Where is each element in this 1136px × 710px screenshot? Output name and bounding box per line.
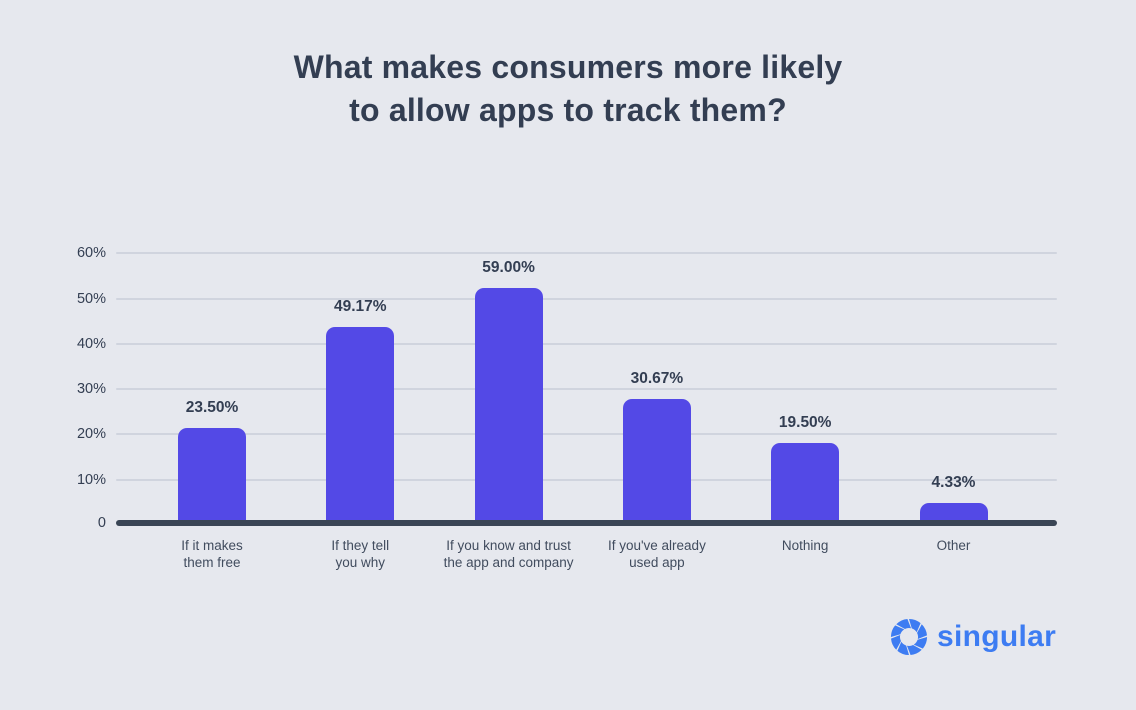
- bar-value-label: 19.50%: [778, 414, 832, 432]
- gridline-10%: [116, 478, 1057, 481]
- chart-title: What makes consumers more likely to allo…: [293, 49, 843, 128]
- bar-value-label: 4.33%: [931, 473, 976, 491]
- category-label: If it makes them free: [181, 538, 243, 570]
- bar-value-label: 23.50%: [185, 398, 239, 416]
- aperture-swirl-icon: [890, 618, 928, 656]
- bar: [771, 443, 840, 520]
- category-label: If you know and trust the app and compan…: [443, 538, 574, 570]
- singular-logo: singular: [890, 618, 1056, 656]
- y-axis-tick-label: 30%: [76, 381, 106, 398]
- category-label: Other: [936, 538, 971, 553]
- category-label: If you've already used app: [607, 538, 706, 570]
- y-axis-tick-label: 50%: [76, 290, 106, 307]
- y-axis-tick-label: 10%: [76, 471, 106, 488]
- category-label: Nothing: [781, 538, 829, 553]
- bar: [178, 427, 246, 520]
- y-axis-tick-label: 0: [97, 515, 106, 531]
- y-axis-tick-label: 60%: [76, 245, 106, 262]
- singular-logo-text: singular: [937, 620, 1057, 653]
- y-axis-tick-label: 40%: [76, 335, 106, 352]
- bar: [326, 326, 395, 520]
- gridline-50%: [116, 297, 1057, 300]
- bar: [622, 399, 691, 520]
- x-axis-line: [116, 520, 1057, 526]
- category-label: If they tell you why: [331, 538, 390, 570]
- bar-value-label: 49.17%: [334, 297, 387, 315]
- gridline-20%: [116, 433, 1057, 436]
- gridline-40%: [116, 342, 1057, 345]
- bar-value-label: 30.67%: [630, 370, 684, 388]
- bar: [919, 502, 988, 520]
- bar-value-label: 59.00%: [482, 259, 535, 277]
- gridline-30%: [116, 388, 1057, 391]
- y-axis-tick-label: 20%: [76, 426, 106, 443]
- gridline-60%: [116, 252, 1057, 255]
- bar: [474, 288, 543, 520]
